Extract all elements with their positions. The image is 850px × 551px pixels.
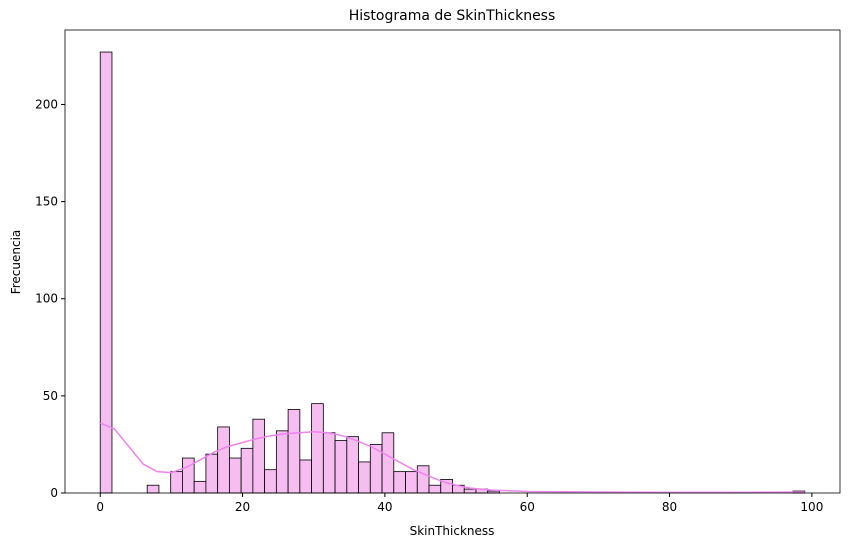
y-tick-label: 200 xyxy=(35,97,58,111)
bar xyxy=(252,418,266,494)
bar xyxy=(170,471,183,494)
bar xyxy=(193,480,207,494)
bar xyxy=(405,471,418,494)
y-tick-label: 50 xyxy=(43,389,58,403)
bar xyxy=(240,447,254,494)
bar xyxy=(205,453,219,494)
bar xyxy=(287,409,301,494)
x-tick-label: 100 xyxy=(800,500,823,514)
bar xyxy=(346,436,359,494)
y-tick-label: 100 xyxy=(35,292,58,306)
bar xyxy=(393,471,406,494)
bar xyxy=(264,469,277,494)
bar xyxy=(217,426,230,494)
bar xyxy=(275,430,289,494)
bar xyxy=(311,403,324,494)
x-tick-label: 40 xyxy=(377,500,392,514)
bar xyxy=(428,484,442,494)
kde-line xyxy=(99,422,805,494)
x-axis-label: SkinThickness xyxy=(410,524,495,538)
bar xyxy=(334,440,348,494)
bar xyxy=(463,488,477,494)
y-tick-label: 150 xyxy=(35,195,58,209)
y-tick-label: 0 xyxy=(50,486,58,500)
bar xyxy=(299,459,312,494)
plot-frame xyxy=(64,29,841,494)
chart-title: Histograma de SkinThickness xyxy=(349,8,556,24)
bar xyxy=(228,457,242,494)
bar xyxy=(381,432,395,494)
bar xyxy=(322,432,336,494)
bar xyxy=(416,465,430,494)
bar xyxy=(146,484,160,494)
x-tick-label: 0 xyxy=(96,500,104,514)
x-tick-label: 80 xyxy=(662,500,677,514)
x-tick-label: 20 xyxy=(235,500,250,514)
bar xyxy=(358,461,371,494)
y-axis-label: Frecuencia xyxy=(9,230,23,295)
x-tick-label: 60 xyxy=(520,500,535,514)
